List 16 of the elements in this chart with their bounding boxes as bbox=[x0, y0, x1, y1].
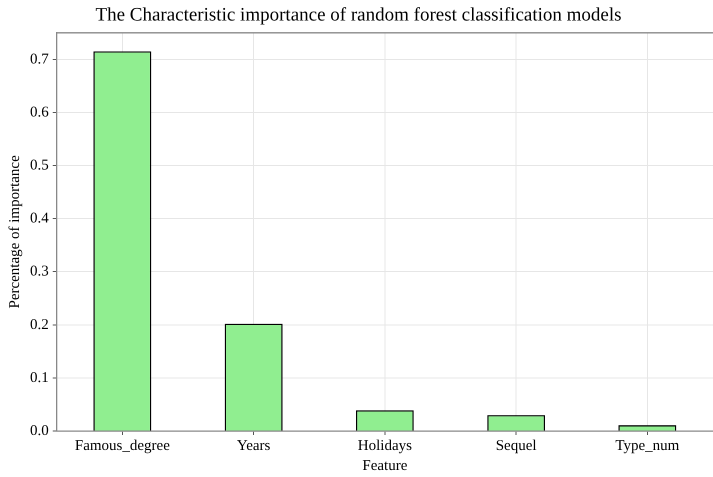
x-axis-title: Feature bbox=[362, 458, 408, 474]
x-tick-label: Type_num bbox=[615, 438, 680, 454]
y-tick-label: 0.2 bbox=[30, 316, 49, 333]
y-tick-label: 0.7 bbox=[30, 51, 50, 68]
y-tick-label: 0.4 bbox=[30, 210, 50, 227]
x-tick-label: Holidays bbox=[358, 438, 412, 454]
y-tick-label: 0.0 bbox=[30, 422, 49, 439]
y-axis-title: Percentage of importance bbox=[6, 154, 23, 309]
y-tick-label: 0.6 bbox=[30, 104, 50, 120]
y-tick-label: 0.3 bbox=[30, 264, 49, 280]
x-tick-label: Famous_degree bbox=[74, 438, 170, 454]
chart-title: The Characteristic importance of random forest classification models bbox=[95, 4, 622, 26]
x-tick-label: Years bbox=[236, 438, 271, 454]
y-tick-label: 0.5 bbox=[30, 157, 49, 174]
x-tick-label: Sequel bbox=[496, 438, 537, 454]
y-tick-label: 0.1 bbox=[30, 370, 49, 386]
